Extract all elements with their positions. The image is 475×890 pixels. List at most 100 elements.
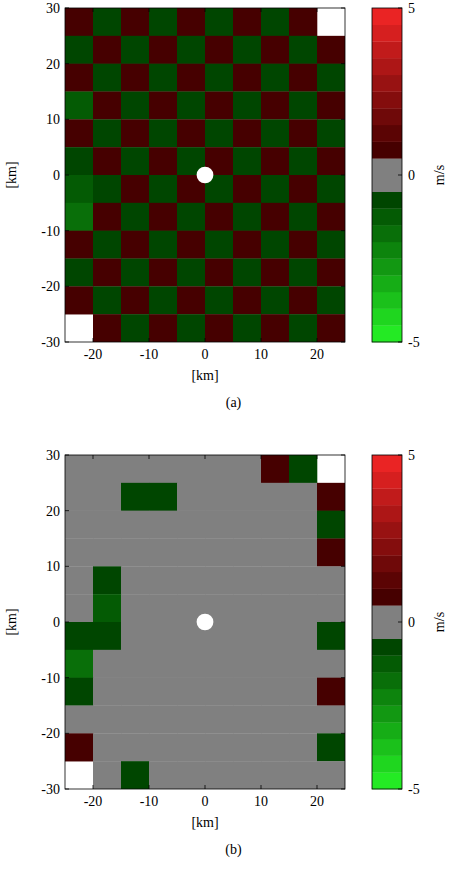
cells	[65, 455, 345, 789]
cell	[317, 314, 345, 342]
colorbar-label: m/s	[432, 612, 447, 632]
cell	[121, 286, 149, 314]
cell	[233, 64, 261, 92]
cell	[149, 594, 177, 622]
colorbar-tick-label: 0	[408, 168, 415, 183]
cell	[65, 8, 93, 36]
cell	[121, 92, 149, 120]
cell	[93, 622, 121, 650]
y-tick-label: 20	[46, 504, 60, 519]
colorbar-step	[372, 108, 402, 125]
x-tick-label: -10	[140, 794, 159, 809]
colorbar-step	[372, 58, 402, 75]
cell	[149, 650, 177, 678]
cell	[317, 650, 345, 678]
cell	[177, 706, 205, 734]
cell	[317, 539, 345, 567]
y-tick	[341, 63, 345, 64]
cell	[121, 119, 149, 147]
x-tick-label: -10	[140, 347, 159, 362]
cell	[261, 64, 289, 92]
cell	[261, 36, 289, 64]
colorbar-step	[372, 539, 402, 556]
x-tick	[261, 455, 262, 459]
cell	[289, 203, 317, 231]
cell	[149, 119, 177, 147]
cell	[317, 259, 345, 287]
cell	[65, 706, 93, 734]
colorbar-tick-label: 5	[408, 1, 415, 16]
cell	[205, 483, 233, 511]
y-tick	[65, 510, 69, 511]
cell	[121, 761, 149, 789]
cell	[65, 650, 93, 678]
cell	[317, 706, 345, 734]
cell	[177, 511, 205, 539]
colorbar-step	[372, 622, 402, 639]
cell	[233, 539, 261, 567]
colorbar-step	[372, 75, 402, 92]
cell	[93, 92, 121, 120]
cell	[149, 92, 177, 120]
colorbar-step	[372, 505, 402, 522]
cell	[149, 483, 177, 511]
y-tick	[65, 230, 69, 231]
cell	[149, 678, 177, 706]
cell	[317, 92, 345, 120]
x-tick	[205, 338, 206, 342]
cell	[233, 175, 261, 203]
y-tick-label: -20	[41, 279, 60, 294]
cell	[149, 761, 177, 789]
cell	[289, 92, 317, 120]
cell	[289, 36, 317, 64]
y-tick	[65, 63, 69, 64]
cell	[205, 511, 233, 539]
cell	[65, 36, 93, 64]
y-tick-label: -10	[41, 224, 60, 239]
cell	[149, 511, 177, 539]
colorbar-step	[372, 522, 402, 539]
cell	[317, 733, 345, 761]
cell	[177, 8, 205, 36]
y-tick	[341, 8, 345, 9]
x-tick	[149, 785, 150, 789]
cell	[205, 203, 233, 231]
colorbar-step	[372, 275, 402, 292]
cell	[233, 231, 261, 259]
cell	[233, 92, 261, 120]
cell	[177, 64, 205, 92]
no-data-disc	[197, 167, 214, 184]
x-tick	[149, 455, 150, 459]
colorbar-tick	[398, 8, 402, 9]
cell	[149, 706, 177, 734]
cell	[93, 483, 121, 511]
cell	[289, 314, 317, 342]
cell	[65, 566, 93, 594]
cell	[205, 64, 233, 92]
x-tick-label: 10	[254, 794, 268, 809]
plot-frame	[65, 8, 345, 342]
cell	[177, 483, 205, 511]
cell	[177, 119, 205, 147]
x-tick	[261, 338, 262, 342]
cell	[317, 286, 345, 314]
cell	[121, 231, 149, 259]
cell	[289, 455, 317, 483]
y-tick-label: 10	[46, 112, 60, 127]
cell	[65, 678, 93, 706]
colorbar-tick	[398, 342, 402, 343]
cell	[205, 259, 233, 287]
cell	[149, 64, 177, 92]
cell	[93, 511, 121, 539]
y-axis-title: [km]	[4, 161, 19, 188]
x-tick-label: 0	[202, 347, 209, 362]
x-tick-label: 20	[310, 347, 324, 362]
y-tick-label: 20	[46, 57, 60, 72]
y-tick	[65, 8, 69, 9]
cell	[177, 259, 205, 287]
cell	[205, 314, 233, 342]
cell	[205, 566, 233, 594]
cell	[65, 455, 93, 483]
cell	[233, 36, 261, 64]
colorbar-step	[372, 472, 402, 489]
